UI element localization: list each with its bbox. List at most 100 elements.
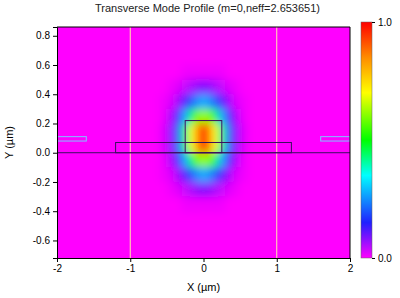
heatmap-cell [189,80,197,95]
heatmap-cell [189,138,197,153]
heatmap-cell [204,167,212,182]
heatmap-cell [204,123,212,138]
heatmap-cell [225,167,233,182]
heatmap-cell [240,80,248,95]
tick-mark [53,65,57,66]
tick-mark [53,153,57,154]
heatmap-cell [240,153,248,168]
tick: 0.0 [36,147,57,158]
heatmap-cell [247,167,255,182]
heatmap-cell [189,65,197,80]
x-axis-title: X (µm) [187,281,220,293]
heatmap-cell [225,123,233,138]
heatmap-cell [247,65,255,80]
heatmap-cell [160,182,168,197]
heatmap-cell [189,94,197,109]
heatmap-cell [204,80,212,95]
heatmap-cell [189,153,197,168]
tick-label: -0.4 [33,206,51,217]
heatmap-cell [152,167,160,182]
heatmap-cell [211,109,219,124]
heatmap-cell [196,94,204,109]
tick-label: 0 [201,263,207,274]
heatmap-cell [182,167,190,182]
plot-frame [57,27,350,28]
tick-mark [53,36,57,37]
tick: -2 [53,258,62,274]
heatmap-cell [240,123,248,138]
colorbar-axis: 0.01.0 [372,17,392,264]
heatmap-cell [196,138,204,153]
heatmap-cell [152,65,160,80]
heatmap-cell [218,153,226,168]
heatmap-cell [247,182,255,197]
heatmap-cell [189,197,197,212]
tick: 0.4 [36,89,57,100]
heatmap-cell [211,65,219,80]
heatmap-cell [218,197,226,212]
heatmap-cell [218,182,226,197]
heatmap-cell [247,153,255,168]
heatmap-cell [196,65,204,80]
heatmap-cell [167,123,175,138]
tick: 0.0 [372,253,392,264]
heatmap-cell [225,153,233,168]
structure-outline [321,137,350,141]
tick-label: 0.2 [36,118,50,129]
plot-frame [350,27,351,258]
heatmap-cell [233,65,241,80]
heatmap-cell [233,153,241,168]
heatmap-cell [218,94,226,109]
heatmap-cell [233,123,241,138]
heatmap-cell [218,167,226,182]
heatmap-cell [152,94,160,109]
heatmap-cell [174,94,182,109]
axis-line [53,28,58,259]
tick-mark [53,211,57,212]
chart: -2-1012-0.6-0.4-0.20.00.20.40.60.8Transv… [0,0,400,298]
tick-mark [372,258,375,259]
heatmap-cell [247,109,255,124]
heatmap-cell [211,182,219,197]
heatmap-cell [211,94,219,109]
heatmap-cell [160,167,168,182]
heatmap-cell [204,153,212,168]
heatmap-cell [167,80,175,95]
heatmap-cell [225,109,233,124]
heatmap-cell [174,182,182,197]
tick-mark [204,258,205,262]
heatmap-cell [174,65,182,80]
heatmap-cell [189,182,197,197]
heatmap-cell [189,167,197,182]
heatmap-cell [211,167,219,182]
plot-background [57,27,350,258]
heatmap-cell [160,109,168,124]
heatmap-cell [167,167,175,182]
structure-outline [185,121,222,153]
heatmap-cell [196,182,204,197]
plot-area [57,27,350,258]
tick-mark [350,258,351,262]
heatmap-cell [225,197,233,212]
heatmap-cell [160,138,168,153]
heatmap-cell [174,138,182,153]
tick: -0.4 [33,206,57,217]
heatmap-cell [204,109,212,124]
heatmap-cell [247,94,255,109]
heatmap-cell [196,80,204,95]
heatmap-cell [152,182,160,197]
heatmap-cell [152,123,160,138]
tick: 1 [274,258,280,274]
heatmap-cell [182,65,190,80]
tick: 0.8 [36,30,57,41]
tick: 0.6 [36,60,57,71]
heatmap-cell [225,80,233,95]
tick-label: 0.0 [378,253,392,264]
heatmap-cell [196,153,204,168]
heatmap-cell [247,197,255,212]
title: Transverse Mode Profile (m=0,neff=2.6536… [95,2,320,14]
tick-label: 0.6 [36,60,50,71]
heatmap-cell [160,80,168,95]
heatmap-cell [225,65,233,80]
tick-mark [53,182,57,183]
